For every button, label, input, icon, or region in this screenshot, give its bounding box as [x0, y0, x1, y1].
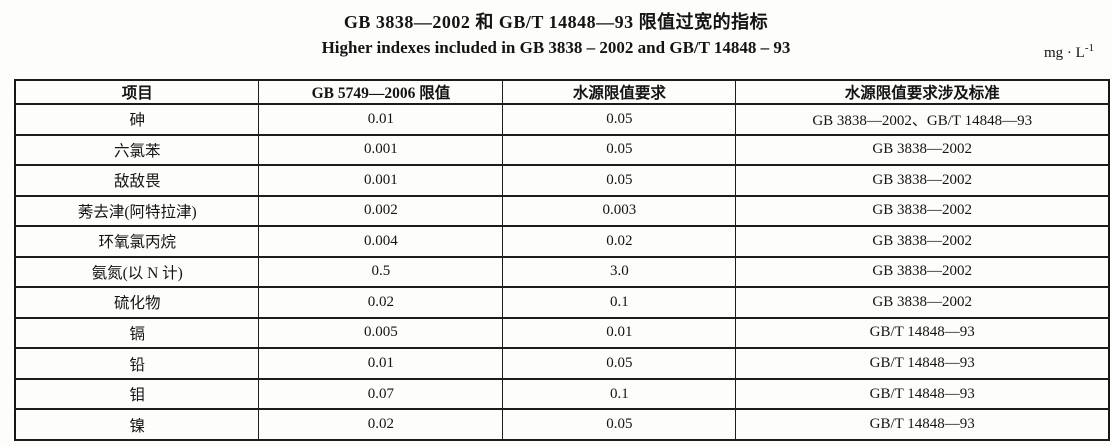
table-cell: 铅: [14, 347, 260, 380]
table-cell: 0.02: [258, 408, 504, 441]
table-cell: GB 3838—2002: [735, 286, 1110, 319]
table-row: 铅 0.01 0.05 GB/T 14848—93: [14, 347, 1110, 380]
table-cell: 0.05: [502, 164, 737, 197]
table-header-row: 项目 GB 5749—2006 限值 水源限值要求 水源限值要求涉及标准: [14, 79, 1110, 105]
table-cell: 镉: [14, 316, 260, 350]
table-cell: 硫化物: [14, 286, 260, 319]
table-cell: GB 3838—2002: [735, 225, 1110, 258]
table-cell: GB 3838—2002: [735, 255, 1110, 289]
table-cell: GB/T 14848—93: [735, 316, 1110, 350]
table-row: 敌敌畏 0.001 0.05 GB 3838—2002: [14, 164, 1110, 197]
table-cell: 0.07: [258, 377, 504, 411]
table-cell: 敌敌畏: [14, 164, 260, 197]
table-cell: 砷: [14, 103, 260, 136]
header-cell: GB 5749—2006 限值: [258, 79, 504, 105]
table-cell: GB/T 14848—93: [735, 377, 1110, 411]
table-cell: 0.001: [258, 133, 504, 167]
table-row: 氨氮(以 N 计) 0.5 3.0 GB 3838—2002: [14, 255, 1110, 289]
table-row: 镍 0.02 0.05 GB/T 14848—93: [14, 408, 1110, 441]
table-cell: GB/T 14848—93: [735, 408, 1110, 441]
table-cell: 0.005: [258, 316, 504, 350]
table-cell: 0.004: [258, 225, 504, 258]
table-cell: 0.05: [502, 103, 737, 136]
table-cell: GB/T 14848—93: [735, 347, 1110, 380]
table-cell: GB 3838—2002: [735, 133, 1110, 167]
table-cell: 0.02: [258, 286, 504, 319]
page-title: GB 3838—2002 和 GB/T 14848—93 限值过宽的指标: [343, 12, 769, 32]
table-cell: 六氯苯: [14, 133, 260, 167]
table-cell: 0.002: [258, 194, 504, 228]
table-cell: GB 3838—2002: [735, 194, 1110, 228]
table-cell: 环氧氯丙烷: [14, 225, 260, 258]
table-row: 环氧氯丙烷 0.004 0.02 GB 3838—2002: [14, 225, 1110, 258]
table-cell: 镍: [14, 408, 260, 441]
table-row: 六氯苯 0.001 0.05 GB 3838—2002: [14, 133, 1110, 167]
table-cell: 0.05: [502, 347, 737, 380]
table-cell: 0.01: [258, 347, 504, 380]
table-row: 镉 0.005 0.01 GB/T 14848—93: [14, 316, 1110, 350]
table-cell: GB 3838—2002: [735, 164, 1110, 197]
table-cell: 0.01: [502, 316, 737, 350]
table-cell: 0.1: [502, 377, 737, 411]
unit-superscript: -1: [1084, 42, 1094, 54]
table-row: 硫化物 0.02 0.1 GB 3838—2002: [14, 286, 1110, 319]
header-cell: 项目: [14, 79, 260, 105]
table-cell: 3.0: [502, 255, 737, 289]
table-cell: GB 3838—2002、GB/T 14848—93: [735, 103, 1110, 136]
table-cell: 钼: [14, 377, 260, 411]
table-cell: 0.05: [502, 408, 737, 441]
table-cell: 0.1: [502, 286, 737, 319]
unit-label: mg · L-1: [1044, 42, 1094, 62]
page-subtitle: Higher indexes included in GB 3838 – 200…: [321, 38, 791, 57]
data-table: 项目 GB 5749—2006 限值 水源限值要求 水源限值要求涉及标准 砷 0.01 0…: [14, 79, 1110, 441]
table-row: 莠去津(阿特拉津) 0.002 0.003 GB 3838—2002: [14, 194, 1110, 228]
table-cell: 0.5: [258, 255, 504, 289]
table-cell: 0.003: [502, 194, 737, 228]
table-row: 钼 0.07 0.1 GB/T 14848—93: [14, 377, 1110, 411]
unit-text: mg · L: [1044, 45, 1085, 61]
table-cell: 0.001: [258, 164, 504, 197]
header-cell: 水源限值要求涉及标准: [735, 79, 1110, 105]
table-body: 砷 0.01 0.05 GB 3838—2002、GB/T 14848—93 六氯苯 0.…: [14, 103, 1110, 441]
header-cell: 水源限值要求: [502, 79, 737, 105]
table-cell: 氨氮(以 N 计): [14, 255, 260, 289]
table-row: 砷 0.01 0.05 GB 3838—2002、GB/T 14848—93: [14, 103, 1110, 136]
table-cell: 0.01: [258, 103, 504, 136]
table-cell: 莠去津(阿特拉津): [14, 194, 260, 228]
table-cell: 0.05: [502, 133, 737, 167]
table-cell: 0.02: [502, 225, 737, 258]
